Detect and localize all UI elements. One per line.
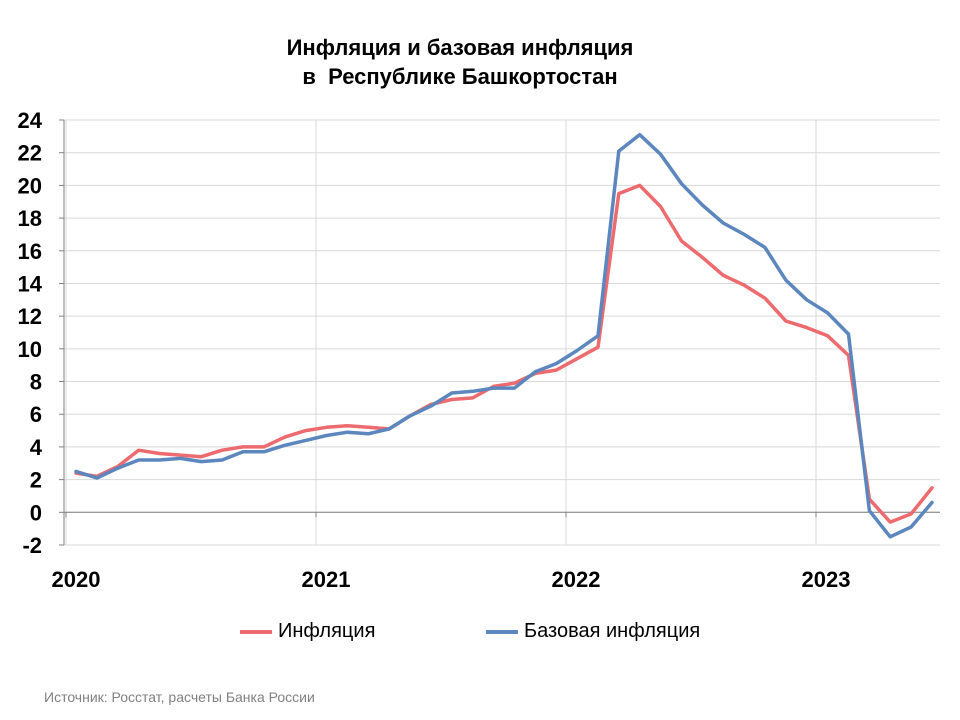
y-tick-label: 2	[30, 468, 42, 493]
series-lines	[74, 132, 934, 539]
y-tick-label: 18	[18, 206, 42, 231]
legend-item-inflation: Инфляция	[240, 620, 375, 643]
legend-label-inflation: Инфляция	[278, 620, 376, 642]
chart-title: Инфляция и базовая инфляция в Республике…	[0, 33, 920, 91]
x-tick-label: 2022	[552, 567, 601, 592]
grid	[64, 119, 940, 546]
source-note: Источник: Росстат, расчеты Банка России	[44, 689, 315, 705]
series-line-core-inflation	[74, 132, 934, 539]
x-tick-label: 2023	[802, 567, 851, 592]
legend: Инфляция Базовая инфляция	[0, 620, 960, 650]
y-tick-label: 10	[18, 337, 42, 362]
y-tick-label: 14	[18, 271, 43, 296]
axes	[59, 119, 940, 546]
y-tick-label: 0	[30, 500, 42, 525]
legend-swatch-inflation	[240, 629, 272, 634]
legend-label-core-inflation: Базовая инфляция	[524, 620, 701, 642]
series-line-inflation	[74, 183, 934, 524]
x-tick-labels: 2020 2021 2022 2023	[52, 567, 851, 592]
chart-title-line1: Инфляция и базовая инфляция	[286, 35, 634, 60]
x-tick-label: 2021	[302, 567, 351, 592]
y-tick-label: 12	[18, 304, 42, 329]
chart-title-line2: в Республике Башкортостан	[302, 64, 618, 89]
y-tick-label: 8	[30, 370, 42, 395]
y-tick-label: 6	[30, 402, 42, 427]
y-tick-label: 24	[18, 108, 43, 133]
x-tick-label: 2020	[52, 567, 101, 592]
y-tick-label: 22	[18, 141, 42, 166]
y-tick-label: 20	[18, 173, 42, 198]
y-tick-label: 16	[18, 239, 42, 264]
y-tick-label: -2	[22, 533, 42, 558]
legend-item-core-inflation: Базовая инфляция	[486, 620, 700, 643]
legend-swatch-core-inflation	[486, 629, 518, 634]
y-tick-label: 4	[30, 435, 43, 460]
